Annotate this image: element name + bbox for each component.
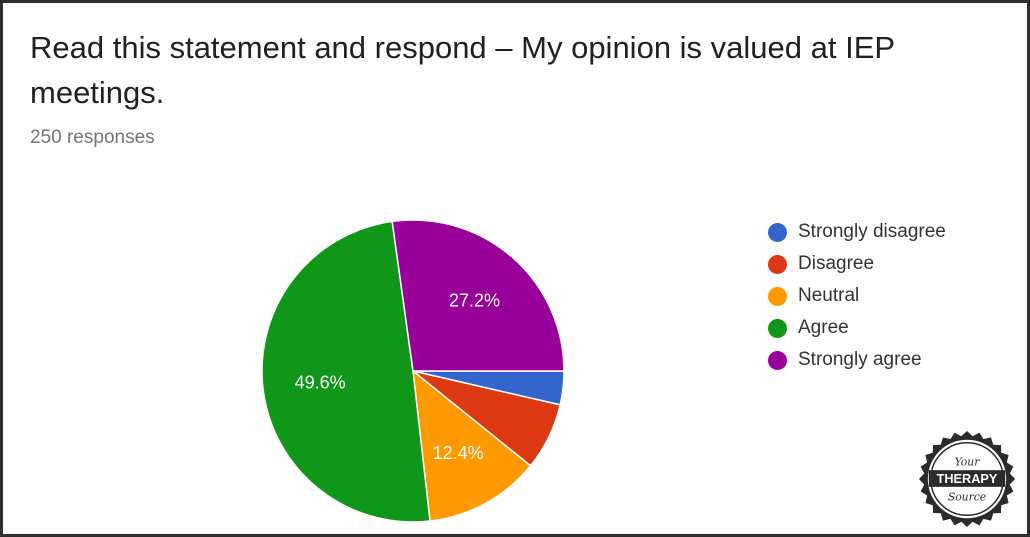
legend-label: Strongly agree [798,349,922,370]
legend-swatch [768,318,787,338]
chart-legend: Strongly disagree Disagree Neutral Agree Str… [768,216,946,376]
logo-text-your: Your [955,455,981,468]
legend-item-strongly-disagree: Strongly disagree [768,216,946,248]
pie-slice-strongly-agree [391,219,565,372]
your-therapy-source-logo: Your THERAPY Source [918,430,1016,528]
legend-item-disagree: Disagree [768,248,946,280]
legend-label: Neutral [798,285,860,306]
legend-item-agree: Agree [768,312,946,344]
slice-label-neutral: 12.4% [433,443,484,463]
legend-label: Agree [798,317,849,338]
legend-item-neutral: Neutral [768,280,946,312]
logo-text-therapy: THERAPY [937,471,998,486]
legend-swatch [768,222,787,242]
legend-swatch [768,254,787,274]
legend-label: Disagree [798,253,875,274]
response-count: 250 responses [30,127,155,148]
legend-item-strongly-agree: Strongly agree [768,344,946,376]
pie-slice-agree [261,220,431,523]
slice-label-strongly-agree: 27.2% [449,290,500,310]
legend-label: Strongly disagree [798,221,946,242]
legend-swatch [768,350,787,370]
chart-title: Read this statement and respond – My opi… [30,30,895,110]
logo-text-source: Source [948,491,986,504]
pie-slice-neutral [412,369,532,522]
slice-label-agree: 49.6% [295,373,346,393]
legend-swatch [768,286,787,306]
